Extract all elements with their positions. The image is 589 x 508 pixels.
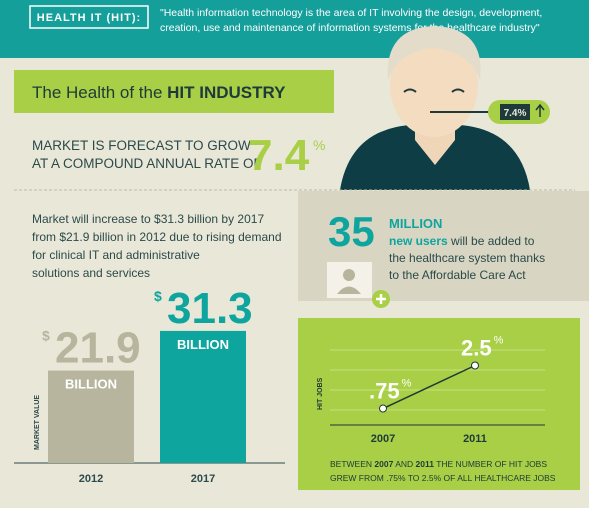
eyes xyxy=(403,88,465,93)
value-label: 21.9 xyxy=(55,324,141,373)
hair xyxy=(387,26,481,80)
x-tick-label: 2012 xyxy=(79,473,103,485)
plus-sign xyxy=(376,294,386,304)
x-tick-label: 2007 xyxy=(371,433,395,445)
point xyxy=(471,361,479,370)
quote-line: creation, use and maintenance of informa… xyxy=(160,22,540,34)
line xyxy=(382,364,476,410)
title-plain: The Health of the xyxy=(32,83,167,102)
market-line: Market will increase to $31.3 billion by… xyxy=(32,212,264,226)
forecast-line: AT A COMPOUND ANNUAL RATE OF xyxy=(32,156,262,171)
x-tick-label: 2017 xyxy=(191,473,215,485)
forecast-rate: 7.4 xyxy=(248,131,310,180)
x-tick-label: 2011 xyxy=(463,433,487,445)
caption: GREW FROM .75% TO 2.5% OF ALL HEALTHCARE… xyxy=(330,473,556,483)
value-label: .75 xyxy=(369,379,400,404)
banner xyxy=(14,70,334,113)
bar xyxy=(48,370,134,463)
thermometer-text: 7.4% xyxy=(504,108,527,119)
unit-symbol: % xyxy=(402,378,412,390)
market-line: from $21.9 billion in 2012 due to rising… xyxy=(32,230,282,244)
users-line: to the Affordable Care Act xyxy=(389,268,526,282)
bar xyxy=(160,330,246,463)
currency-symbol: $ xyxy=(154,288,162,304)
users-text: new users will be added to xyxy=(389,234,535,248)
y-axis-label: MARKET VALUE xyxy=(34,395,41,450)
market-line: for clinical IT and administrative xyxy=(32,248,200,262)
users-line: will be added to xyxy=(448,234,535,248)
user-icon-head xyxy=(343,269,355,281)
user-icon-body xyxy=(337,286,361,294)
collar xyxy=(415,140,455,165)
chart-lines xyxy=(330,349,545,426)
value-label: 2.5 xyxy=(461,336,492,361)
market-line: solutions and services xyxy=(32,266,150,280)
bar-chart: MARKET VALUE 21.9 $ BILLION 2012 31.3 $ BILLIO… xyxy=(14,284,285,485)
header-band xyxy=(0,0,589,58)
up-arrow xyxy=(535,103,545,117)
header-label-box xyxy=(29,5,149,29)
header-label: HEALTH IT (HIT): xyxy=(37,12,141,24)
forecast-percent: % xyxy=(313,137,325,153)
unit-symbol: % xyxy=(494,335,504,347)
caption-part: 2007 xyxy=(374,459,393,469)
line-chart: .75 % 2007 2.5 % 2011 xyxy=(369,335,504,446)
caption-part: BETWEEN xyxy=(330,459,374,469)
currency-symbol: $ xyxy=(42,328,50,344)
title-bold: HIT INDUSTRY xyxy=(167,83,286,102)
caption-part: THE NUMBER OF HIT JOBS xyxy=(434,459,547,469)
caption: BETWEEN 2007 AND 2011 THE NUMBER OF HIT … xyxy=(330,459,547,469)
forecast-line: MARKET IS FORECAST TO GROW xyxy=(32,138,251,153)
quote-line: "Health information technology is the ar… xyxy=(160,7,542,19)
users-number: 35 xyxy=(328,208,375,255)
users-unit: MILLION xyxy=(389,216,442,231)
banner-title: The Health of the HIT INDUSTRY xyxy=(32,83,286,102)
caption-part: AND xyxy=(393,459,415,469)
y-axis-label: HIT JOBS xyxy=(317,377,324,410)
jobs-panel xyxy=(298,318,580,490)
unit-label: BILLION xyxy=(65,377,117,392)
value-label: 31.3 xyxy=(167,284,253,333)
unit-label: BILLION xyxy=(177,337,229,352)
caption-part: 2011 xyxy=(416,459,435,469)
point xyxy=(379,404,387,413)
thermometer-screen xyxy=(500,104,530,120)
users-highlight: new users xyxy=(389,234,448,248)
users-line: the healthcare system thanks xyxy=(389,251,545,265)
